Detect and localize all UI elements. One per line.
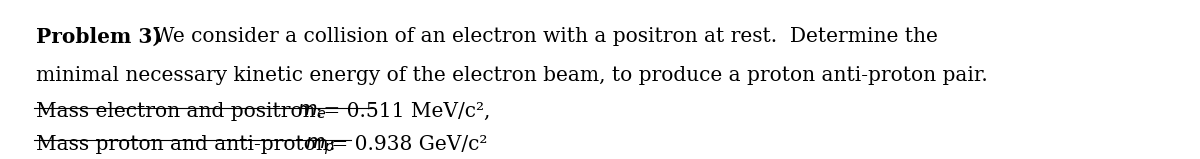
Text: Problem 3): Problem 3)	[36, 27, 162, 47]
Text: minimal necessary kinetic energy of the electron beam, to produce a proton anti-: minimal necessary kinetic energy of the …	[36, 66, 988, 85]
Text: Mass electron and positron:: Mass electron and positron:	[36, 102, 329, 121]
Text: = 0.938 GeV/c²: = 0.938 GeV/c²	[325, 135, 487, 154]
Text: We consider a collision of an electron with a positron at rest.  Determine the: We consider a collision of an electron w…	[142, 27, 938, 45]
Text: $m_e$: $m_e$	[298, 102, 328, 121]
Text: = 0.511 MeV/c²,: = 0.511 MeV/c²,	[317, 102, 491, 121]
Text: Mass proton and anti-proton:: Mass proton and anti-proton:	[36, 135, 342, 154]
Text: $m_p$: $m_p$	[306, 135, 336, 157]
